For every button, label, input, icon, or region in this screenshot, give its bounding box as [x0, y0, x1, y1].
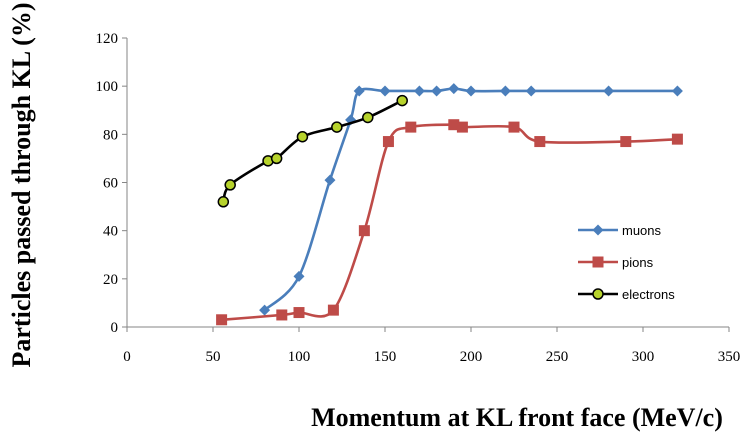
x-tick-label: 300 — [632, 349, 655, 365]
data-point-pions — [620, 136, 632, 148]
y-tick-label: 80 — [103, 127, 118, 143]
x-tick-label: 0 — [123, 349, 131, 365]
data-point-muons — [671, 85, 683, 97]
data-point-electrons — [331, 121, 343, 133]
data-point-electrons — [396, 94, 408, 107]
legend-item-pions: pions — [578, 255, 654, 270]
data-point-pions — [358, 225, 370, 237]
data-point-muons — [324, 174, 336, 186]
x-axis-title: Momentum at KL front face (MeV/c) — [311, 403, 723, 432]
y-tick-label: 20 — [103, 272, 118, 288]
data-point-pions — [327, 304, 339, 316]
data-point-electrons — [224, 179, 236, 191]
legend-marker-muons — [592, 224, 604, 236]
x-tick-label: 100 — [288, 349, 311, 365]
data-point-muons — [259, 304, 271, 316]
data-point-muons — [379, 85, 391, 97]
data-point-pions — [382, 136, 394, 148]
data-point-electrons — [270, 152, 283, 165]
data-point-pions — [671, 133, 683, 145]
data-point-pions — [456, 121, 468, 133]
data-point-muons — [293, 270, 305, 282]
legend-item-electrons: electrons — [578, 287, 675, 302]
series-electrons — [217, 94, 408, 208]
data-point-muons — [525, 85, 537, 97]
y-tick-label: 120 — [96, 31, 119, 47]
data-point-pions — [216, 314, 228, 326]
x-tick-label: 250 — [546, 349, 569, 365]
data-point-muons — [353, 85, 365, 97]
axes: 0 20 40 60 80 100 120 0 50 100 150 200 250 300 350 — [96, 31, 741, 365]
data-point-muons — [448, 83, 460, 95]
series-layer — [216, 83, 683, 326]
data-point-pions — [534, 136, 546, 148]
data-point-electrons — [296, 130, 309, 143]
y-tick-label: 60 — [103, 176, 118, 192]
legend-marker-electrons — [592, 288, 604, 300]
legend: muons pions electrons — [578, 223, 675, 302]
legend-label-electrons: electrons — [622, 287, 675, 302]
data-point-pions — [508, 121, 520, 133]
data-point-electrons — [362, 111, 374, 124]
legend-item-muons: muons — [578, 223, 662, 238]
x-tick-label: 50 — [206, 349, 221, 365]
data-point-muons — [603, 85, 615, 97]
data-point-muons — [465, 85, 477, 97]
series-line-muons — [263, 87, 678, 312]
data-point-pions — [293, 307, 305, 319]
data-point-muons — [499, 85, 511, 97]
data-point-pions — [405, 121, 417, 133]
series-pions — [216, 119, 683, 326]
data-point-pions — [276, 309, 288, 321]
y-tick-label: 0 — [111, 320, 119, 336]
legend-label-muons: muons — [622, 223, 662, 238]
y-tick-label: 40 — [103, 224, 118, 240]
legend-marker-pions — [592, 256, 604, 268]
x-tick-label: 150 — [374, 349, 397, 365]
data-point-pions — [448, 119, 460, 131]
x-tick-label: 200 — [460, 349, 483, 365]
data-point-electrons — [217, 196, 230, 208]
data-point-muons — [413, 85, 425, 97]
legend-label-pions: pions — [622, 255, 654, 270]
data-point-muons — [431, 85, 443, 97]
y-axis-title: Particles passed through KL (%) — [7, 3, 36, 368]
y-tick-label: 100 — [96, 79, 119, 95]
x-tick-label: 350 — [718, 349, 741, 365]
series-muons — [259, 83, 683, 316]
